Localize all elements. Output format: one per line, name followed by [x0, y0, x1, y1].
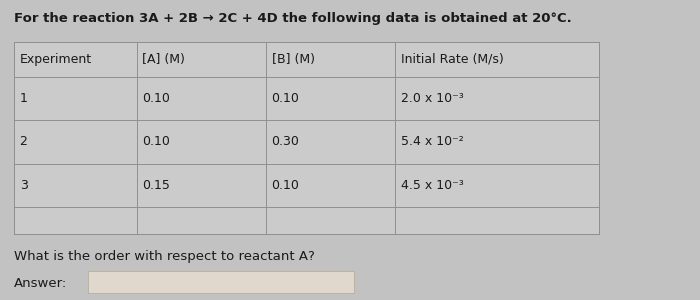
Text: 4.5 x 10⁻³: 4.5 x 10⁻³: [401, 179, 464, 192]
Text: [A] (M): [A] (M): [142, 53, 185, 66]
Text: What is the order with respect to reactant A?: What is the order with respect to reacta…: [14, 250, 315, 263]
Text: Answer:: Answer:: [14, 277, 67, 290]
Text: 0.10: 0.10: [142, 92, 170, 105]
Bar: [14, 42, 598, 234]
Text: 0.15: 0.15: [142, 179, 170, 192]
Text: 3: 3: [20, 179, 27, 192]
Text: 5.4 x 10⁻²: 5.4 x 10⁻²: [401, 135, 464, 148]
Text: 1: 1: [20, 92, 27, 105]
Bar: [88, 271, 354, 293]
Text: 0.10: 0.10: [272, 179, 300, 192]
Text: 2: 2: [20, 135, 27, 148]
Text: 0.30: 0.30: [272, 135, 300, 148]
Text: Initial Rate (M/s): Initial Rate (M/s): [401, 53, 504, 66]
Text: 0.10: 0.10: [142, 135, 170, 148]
Text: [B] (M): [B] (M): [272, 53, 314, 66]
Text: 2.0 x 10⁻³: 2.0 x 10⁻³: [401, 92, 464, 105]
Text: 0.10: 0.10: [272, 92, 300, 105]
Text: Experiment: Experiment: [20, 53, 92, 66]
Text: For the reaction 3A + 2B → 2C + 4D the following data is obtained at 20°C.: For the reaction 3A + 2B → 2C + 4D the f…: [14, 12, 572, 25]
